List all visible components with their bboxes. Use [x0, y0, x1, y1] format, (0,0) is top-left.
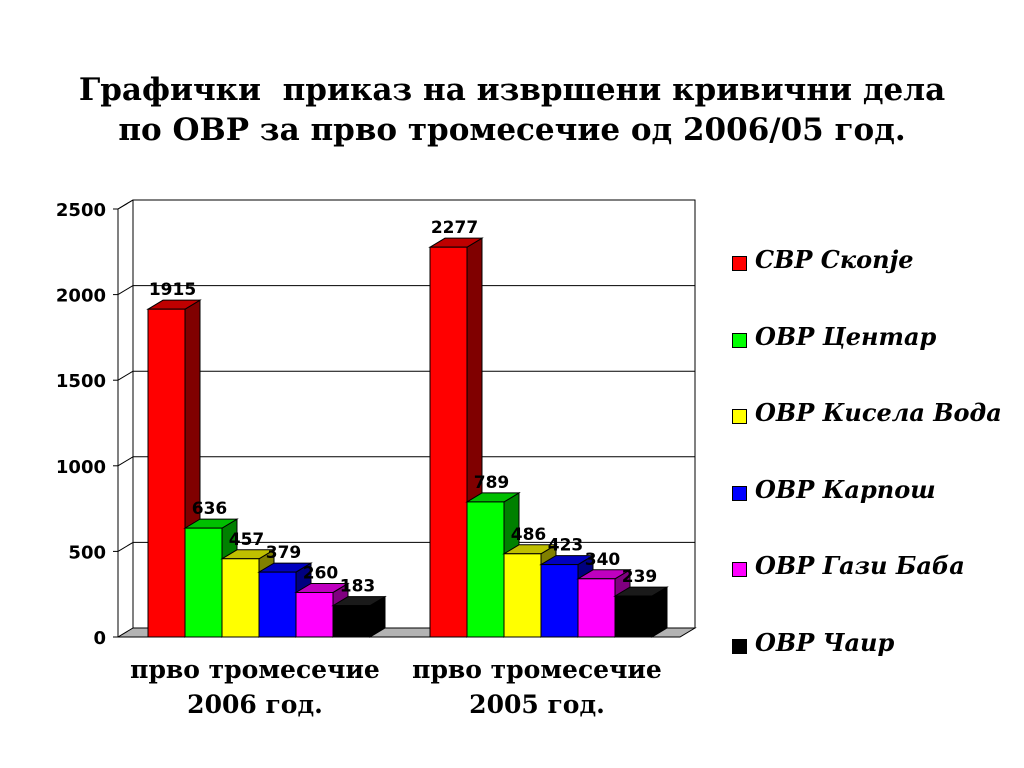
data-label: 183	[340, 577, 376, 597]
data-label: 636	[192, 499, 228, 519]
y-tick-label: 500	[68, 542, 106, 563]
y-tick-label: 2000	[56, 286, 106, 307]
data-label: 1915	[149, 280, 196, 300]
legend-swatch	[732, 332, 747, 348]
bar	[332, 605, 371, 638]
gridline-side	[117, 370, 134, 381]
gridline-side	[117, 541, 134, 552]
y-tick-label: 2500	[56, 200, 106, 221]
chart-title: Графички приказ на извршени кривични дел…	[0, 70, 1024, 150]
legend-item: ОВР Кисела Вода	[732, 398, 1024, 475]
data-label: 2277	[431, 218, 478, 238]
legend-swatch	[732, 638, 747, 654]
chart-title-line-1: Графички приказ на извршени кривични дел…	[78, 72, 946, 108]
legend-swatch	[732, 485, 747, 501]
data-label: 486	[511, 525, 547, 545]
bar	[614, 595, 653, 638]
legend-label: ОВР Карпош	[755, 474, 936, 504]
bar	[221, 558, 260, 638]
x-category-label: прво тромесечие	[412, 655, 662, 684]
data-label: 260	[303, 563, 339, 583]
legend-label: ОВР Гази Баба	[755, 551, 965, 581]
data-label: 457	[229, 530, 265, 550]
legend-item: ОВР Чаир	[732, 628, 1024, 705]
data-label: 379	[266, 543, 302, 563]
chart-title-line-2: по ОВР за прво тромесечие од 2006/05 год…	[118, 112, 906, 148]
legend-swatch	[732, 562, 747, 578]
legend-item: ОВР Карпош	[732, 475, 1024, 552]
bar	[295, 591, 334, 638]
bar	[258, 571, 297, 638]
bar	[147, 308, 186, 638]
gridline-side	[117, 285, 134, 296]
data-label: 239	[622, 567, 658, 587]
legend-item: ОВР Гази Баба	[732, 551, 1024, 628]
y-tick-label: 0	[93, 628, 106, 649]
data-label: 340	[585, 550, 621, 570]
legend-item: ОВР Центар	[732, 322, 1024, 399]
bar	[184, 527, 223, 638]
x-category-label: 2005 год.	[469, 690, 605, 719]
side-wall-edge	[117, 199, 134, 210]
legend-label: ОВР Кисела Вода	[755, 398, 1002, 428]
legend-swatch	[732, 409, 747, 425]
bar	[466, 501, 505, 638]
bar	[577, 578, 616, 638]
bar	[429, 246, 468, 638]
legend-label: ОВР Чаир	[755, 627, 895, 657]
x-category-label: 2006 год.	[187, 690, 323, 719]
x-category-label: прво тромесечие	[130, 655, 380, 684]
chart-legend: СВР Скопје ОВР Центар ОВР Кисела Вода ОВР К…	[732, 245, 1024, 705]
bar	[540, 564, 579, 638]
legend-label: СВР Скопје	[755, 245, 914, 274]
gridline-side	[117, 456, 134, 467]
data-label: 789	[474, 473, 510, 493]
y-tick-label: 1000	[56, 457, 106, 478]
y-tick-label: 1500	[56, 371, 106, 392]
legend-label: ОВР Центар	[755, 321, 937, 351]
legend-item: СВР Скопје	[732, 245, 1024, 322]
bar	[503, 553, 542, 638]
data-label: 423	[548, 536, 584, 556]
legend-swatch	[732, 256, 747, 271]
